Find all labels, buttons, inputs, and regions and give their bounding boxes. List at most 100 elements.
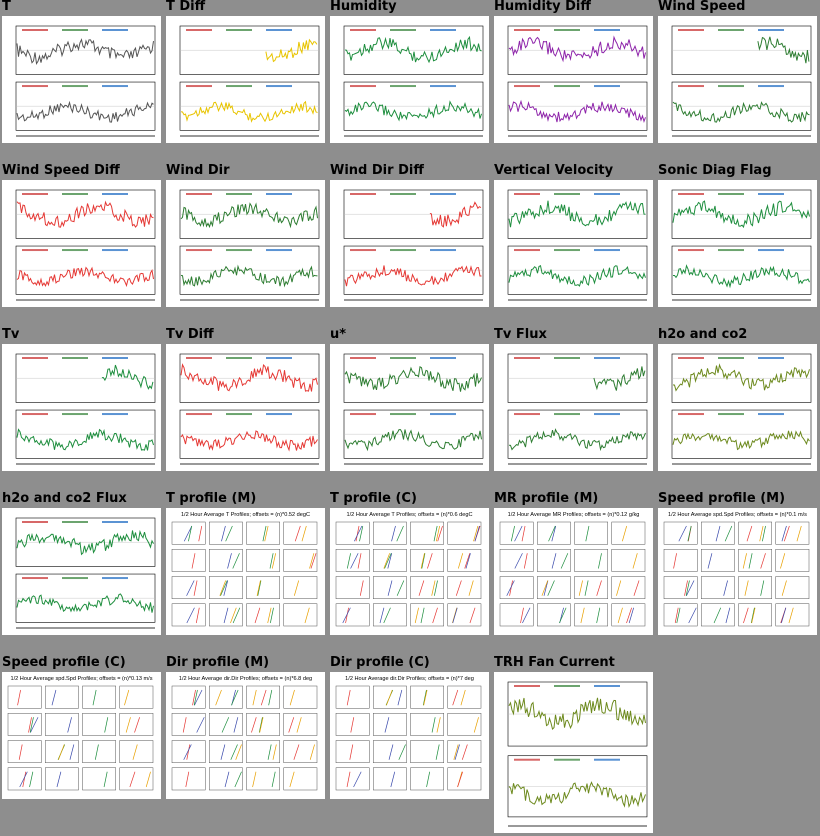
profile-panel	[82, 767, 116, 791]
plot-tile[interactable]: Wind Speed	[656, 0, 820, 164]
plot-thumbnail[interactable]	[2, 344, 161, 471]
profile-panel	[447, 576, 482, 599]
plot-thumbnail[interactable]	[658, 344, 817, 471]
profile-line	[454, 744, 460, 760]
profile-panel	[246, 521, 280, 545]
plot-tile[interactable]: u*	[328, 327, 492, 492]
plot-tile[interactable]: Wind Dir	[164, 163, 328, 328]
legend-entry	[758, 85, 784, 88]
plot-thumbnail[interactable]	[2, 180, 161, 307]
plot-tile[interactable]: Vertical Velocity	[492, 163, 656, 328]
profile-line	[29, 771, 34, 788]
profile-line	[221, 717, 230, 733]
plot-thumbnail[interactable]	[2, 16, 161, 143]
plot-tile[interactable]: T Diff	[164, 0, 328, 164]
plot-tile[interactable]: Dir profile (C) 1/2 Hour Average dir.Dir …	[328, 655, 492, 820]
plot-tile[interactable]: Speed profile (C) 1/2 Hour Average spd.Sp…	[0, 655, 164, 820]
plot-title: Tv	[2, 327, 20, 342]
profile-line	[310, 553, 317, 569]
plot-thumbnail[interactable]	[494, 672, 653, 833]
profile-line	[220, 580, 228, 596]
time-axis	[508, 463, 647, 465]
plot-image: 1/2 Hour Average T Profiles; offsets = (…	[335, 512, 482, 627]
plot-tile[interactable]: Humidity	[328, 0, 492, 164]
plot-thumbnail[interactable]	[330, 180, 489, 307]
plot-thumbnail[interactable]	[166, 16, 325, 143]
profile-panel	[373, 521, 407, 545]
profile-line	[220, 744, 226, 760]
profile-line	[685, 580, 690, 596]
plot-tile[interactable]: h2o and co2 Flux	[0, 491, 164, 656]
plot-tile[interactable]: Speed profile (M) 1/2 Hour Average spd.Sp…	[656, 491, 820, 656]
profile-line	[56, 771, 62, 788]
profile-line	[796, 525, 802, 542]
profile-line	[233, 717, 239, 733]
profile-line	[398, 744, 406, 760]
legend-entry	[102, 193, 128, 195]
plot-thumbnail[interactable]	[2, 508, 161, 635]
profile-line	[746, 525, 753, 542]
plot-thumbnail[interactable]	[330, 16, 489, 143]
plot-thumbnail[interactable]: 1/2 Hour Average T Profiles; offsets = (…	[166, 508, 325, 635]
profile-line	[468, 580, 474, 596]
profile-line	[235, 744, 242, 760]
plot-thumbnail[interactable]	[494, 16, 653, 143]
profile-line	[224, 771, 230, 788]
plot-thumbnail[interactable]: 1/2 Hour Average T Profiles; offsets = (…	[330, 508, 489, 635]
plot-tile[interactable]: Dir profile (M) 1/2 Hour Average dir.Dir …	[164, 655, 328, 820]
plot-tile[interactable]: TRH Fan Current	[492, 655, 656, 836]
legend-entry	[594, 413, 620, 416]
plot-image	[15, 353, 156, 465]
profile-line	[387, 580, 393, 596]
profile-panel	[283, 576, 318, 599]
plot-thumbnail[interactable]	[494, 344, 653, 471]
legend-entry	[514, 249, 540, 252]
series-line	[16, 428, 154, 451]
plot-thumbnail[interactable]	[166, 344, 325, 471]
legend-entry	[678, 29, 704, 31]
plot-tile[interactable]: Sonic Diag Flag	[656, 163, 820, 328]
legend-entry	[350, 357, 376, 359]
profile-panel	[775, 521, 810, 545]
plot-tile[interactable]: Wind Dir Diff	[328, 163, 492, 328]
plot-tile[interactable]: MR profile (M) 1/2 Hour Average MR Profil…	[492, 491, 656, 656]
plot-thumbnail[interactable]: 1/2 Hour Average spd.Spd Profiles; offse…	[658, 508, 817, 635]
plot-title: Vertical Velocity	[494, 163, 614, 178]
profile-line	[198, 525, 203, 542]
plot-tile[interactable]: Tv Diff	[164, 327, 328, 492]
plot-thumbnail[interactable]: 1/2 Hour Average dir.Dir Profiles; offse…	[166, 672, 325, 799]
plot-thumbnail[interactable]	[494, 180, 653, 307]
legend-entry	[758, 29, 784, 31]
profile-line	[521, 525, 526, 542]
plot-tile[interactable]: T profile (C) 1/2 Hour Average T Profiles…	[328, 491, 492, 656]
plot-tile[interactable]: Wind Speed Diff	[0, 163, 164, 328]
plot-tile[interactable]: Humidity Diff	[492, 0, 656, 164]
plot-thumbnail[interactable]	[658, 16, 817, 143]
plot-thumbnail[interactable]: 1/2 Hour Average dir.Dir Profiles; offse…	[330, 672, 489, 799]
series-line	[180, 430, 318, 452]
legend-entry	[514, 193, 540, 195]
plot-tile[interactable]: T	[0, 0, 164, 164]
profile-panel	[171, 603, 206, 627]
plot-thumbnail[interactable]	[330, 344, 489, 471]
profile-line	[436, 717, 441, 733]
plot-tile[interactable]: T profile (M) 1/2 Hour Average T Profiles…	[164, 491, 328, 656]
plot-thumbnail[interactable]: 1/2 Hour Average MR Profiles; offsets = …	[494, 508, 653, 635]
legend-entry	[22, 249, 48, 252]
plot-tile[interactable]: Tv	[0, 327, 164, 492]
profile-line	[350, 717, 355, 733]
plot-thumbnail[interactable]	[166, 180, 325, 307]
profile-panel	[283, 521, 318, 545]
profile-line	[262, 525, 267, 542]
profile-panel	[410, 685, 444, 709]
plot-thumbnail[interactable]	[658, 180, 817, 307]
profile-line	[578, 580, 583, 596]
plot-tile[interactable]: Tv Flux	[492, 327, 656, 492]
profile-panel	[283, 713, 318, 736]
profile-panel	[410, 549, 444, 572]
plot-title: T	[2, 0, 11, 14]
plot-tile[interactable]: h2o and co2	[656, 327, 820, 492]
profile-line	[386, 689, 393, 706]
plot-thumbnail[interactable]: 1/2 Hour Average spd.Spd Profiles; offse…	[2, 672, 161, 799]
profile-line	[384, 717, 390, 733]
